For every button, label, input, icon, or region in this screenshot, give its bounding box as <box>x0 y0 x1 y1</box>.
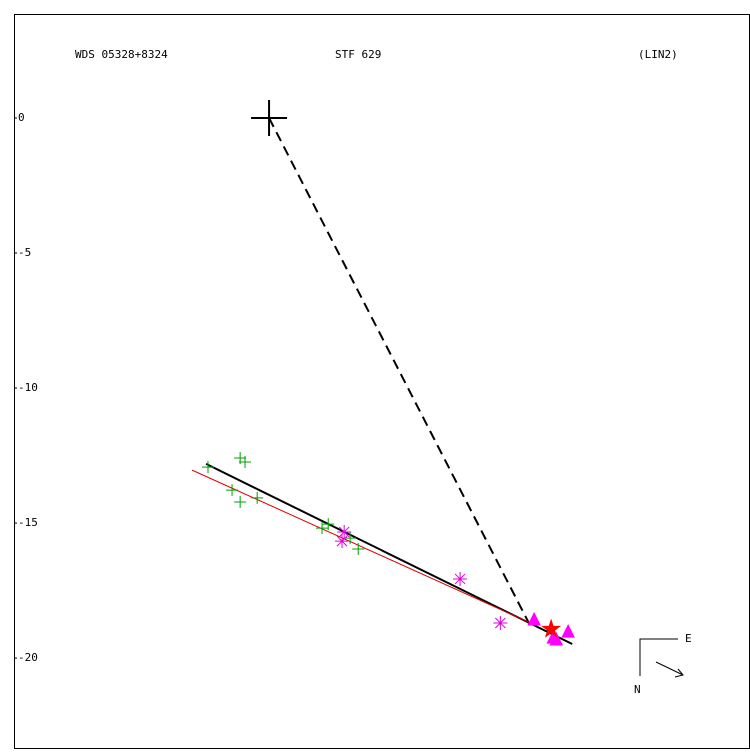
compass: E N <box>634 632 692 696</box>
compass-arrowhead <box>674 668 684 678</box>
compass-arrow <box>655 661 684 676</box>
compass-east: E <box>685 632 692 645</box>
label-left: WDS 05328+8324 <box>75 48 168 61</box>
point <box>335 534 350 549</box>
compass-axes <box>639 638 678 676</box>
point <box>493 615 508 630</box>
fit-line <box>191 469 536 626</box>
point <box>316 522 329 535</box>
compass-north: N <box>634 683 641 696</box>
point <box>322 518 335 531</box>
y-tick-label: -10 <box>18 381 38 394</box>
point <box>251 491 264 504</box>
point <box>541 618 562 638</box>
point <box>453 571 468 586</box>
point <box>337 524 352 539</box>
frame <box>14 14 750 749</box>
point <box>251 99 288 136</box>
label-right: (LIN2) <box>638 48 678 61</box>
fit-line <box>268 117 532 627</box>
point <box>344 532 357 545</box>
y-tick-label: -15 <box>18 516 38 529</box>
point <box>226 484 239 497</box>
point <box>561 624 575 638</box>
point <box>352 542 365 555</box>
point <box>234 495 247 508</box>
point <box>239 456 252 469</box>
label-center: STF 629 <box>335 48 381 61</box>
point <box>549 631 564 646</box>
y-tick-label: 0 <box>18 111 25 124</box>
point <box>527 611 541 626</box>
y-tick-label: -5 <box>18 246 31 259</box>
y-tick-label: -20 <box>18 651 38 664</box>
point <box>201 461 214 474</box>
